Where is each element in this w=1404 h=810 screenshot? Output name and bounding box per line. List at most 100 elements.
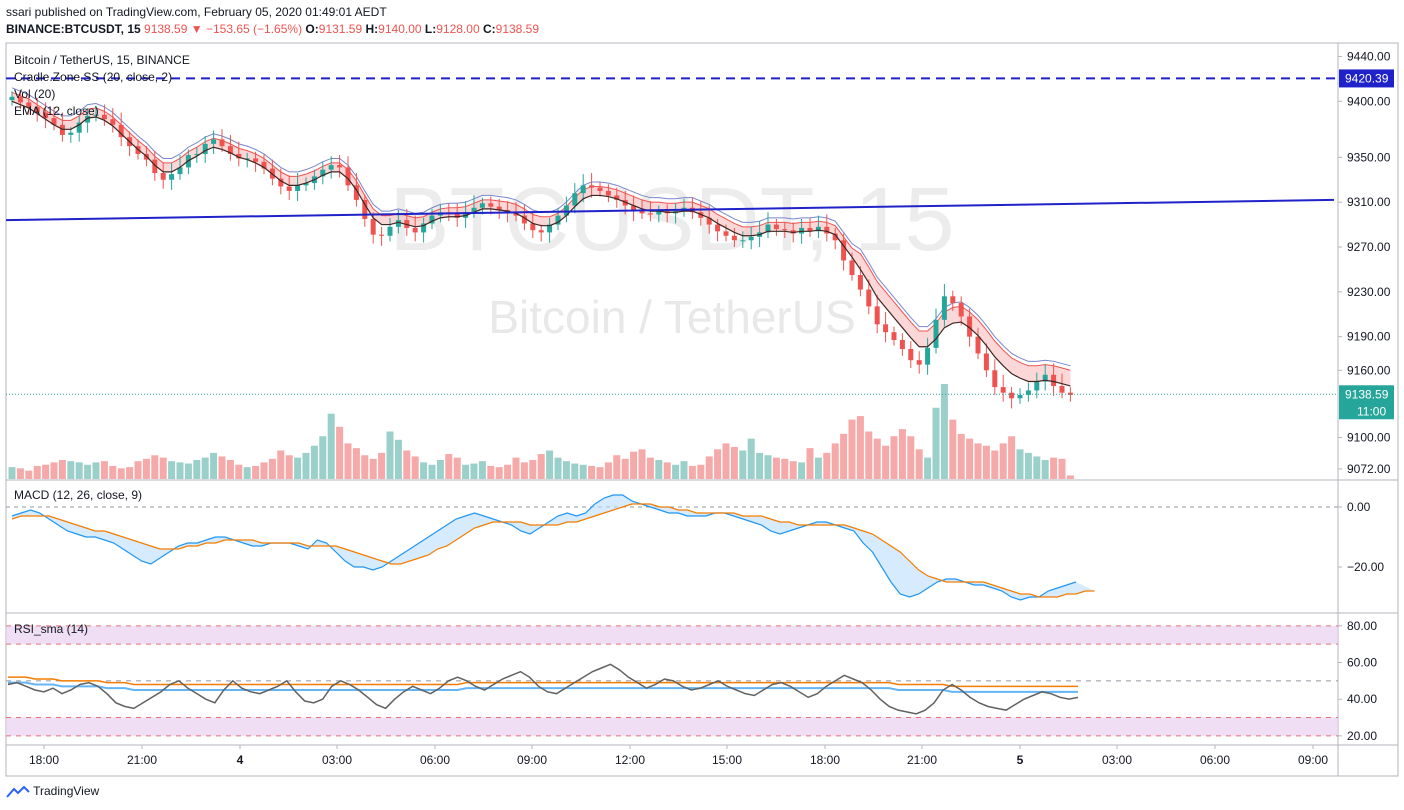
candle-body <box>85 115 91 123</box>
volume-bar <box>848 419 856 479</box>
candle-body <box>1000 387 1006 393</box>
macd-fill <box>12 495 1095 600</box>
legend-rsi[interactable]: RSI_sma (14) <box>14 622 89 636</box>
volume-bar <box>772 457 780 479</box>
chart-frame <box>5 42 1399 777</box>
volume-bar <box>512 457 520 479</box>
candle-body <box>807 227 813 232</box>
volume-bar <box>201 457 209 479</box>
ema-line <box>11 100 1071 387</box>
volume-bar <box>252 465 260 479</box>
bar-countdown-label: 11:00 <box>1357 404 1386 418</box>
volume-bar <box>84 464 92 479</box>
candle-body <box>983 353 989 371</box>
candle-body <box>488 203 494 207</box>
candle-body <box>572 193 578 206</box>
candle-body <box>916 360 922 365</box>
candle-body <box>782 229 788 231</box>
legend-volume[interactable]: Vol (20) <box>14 87 56 101</box>
volume-bar <box>117 468 125 479</box>
candle-body <box>387 226 393 236</box>
time-tick-label: 15:00 <box>712 753 742 767</box>
open-value: 9131.59 <box>318 22 363 36</box>
volume-bar <box>487 465 495 479</box>
volume-bar <box>840 433 848 479</box>
rsi-line <box>7 663 1079 715</box>
candle-body <box>68 132 74 135</box>
rsi-tick-label: 80.00 <box>1347 619 1377 633</box>
candle-body <box>211 139 217 144</box>
horizontal-level-badge <box>1339 69 1394 88</box>
candle-body <box>471 207 477 213</box>
volume-bar <box>294 457 302 479</box>
volume-bar <box>470 463 478 479</box>
candle-body <box>706 217 712 225</box>
rsi-overbought-band <box>6 625 1338 645</box>
last-price-badge <box>1339 385 1394 420</box>
volume-bar <box>722 443 730 479</box>
legend-cradle[interactable]: Cradle.Zone.SS (20, close, 2) <box>14 70 173 84</box>
volume-bar <box>546 450 554 479</box>
price-tick-label: 9400.00 <box>1347 94 1391 108</box>
volume-bar <box>142 458 150 479</box>
candle-body <box>773 224 779 230</box>
volume-bar <box>8 467 16 479</box>
candle-body <box>152 159 158 174</box>
candle-body <box>614 195 620 200</box>
volume-bar <box>1024 452 1032 479</box>
candle-body <box>51 118 57 125</box>
volume-bar <box>67 461 75 479</box>
candle-body <box>715 224 721 232</box>
candle-body <box>740 240 746 242</box>
candle-body <box>17 96 23 103</box>
candle-body <box>328 165 334 170</box>
candle-body <box>479 203 485 208</box>
candle-body <box>849 260 855 276</box>
volume-bar <box>562 461 570 479</box>
volume-bar <box>890 436 898 479</box>
volume-bar <box>42 464 50 479</box>
volume-bar <box>630 451 638 479</box>
publish-line: ssari published on TradingView.com, Febr… <box>6 5 387 19</box>
volume-bar <box>865 431 873 479</box>
candle-body <box>1025 390 1031 395</box>
volume-bar <box>176 462 184 479</box>
candle-body <box>261 161 267 169</box>
volume-bar <box>1066 475 1074 479</box>
horizontal-level-label: 9420.39 <box>1345 71 1389 85</box>
candle-body <box>731 235 737 241</box>
time-tick-label: 12:00 <box>615 753 645 767</box>
volume-bar <box>344 443 352 479</box>
volume-bar <box>495 467 503 479</box>
candle-body <box>857 275 863 290</box>
candle-body <box>841 240 847 261</box>
volume-bar <box>109 465 117 479</box>
rsi-tick-label: 40.00 <box>1347 692 1377 706</box>
candle-body <box>1042 374 1048 382</box>
time-tick-label: 09:00 <box>517 753 547 767</box>
volume-bar <box>411 456 419 479</box>
candle-body <box>370 218 376 235</box>
rsi-ma-slow-line <box>8 676 1078 688</box>
candle-body <box>421 223 427 233</box>
legend-symbol[interactable]: Bitcoin / TetherUS, 15, BINANCE <box>14 53 190 67</box>
volume-bar <box>16 468 24 479</box>
volume-bar <box>529 460 537 479</box>
volume-bar <box>613 455 621 479</box>
volume-bar <box>739 450 747 479</box>
volume-bar <box>386 431 394 479</box>
watermark-name: Bitcoin / TetherUS <box>488 291 855 343</box>
candle-body <box>631 205 637 212</box>
legend-ema[interactable]: EMA (12, close) <box>14 104 99 118</box>
candle-body <box>118 124 124 138</box>
candle-body <box>589 185 595 188</box>
candle-body <box>605 190 611 196</box>
volume-bar <box>949 419 957 479</box>
candle-body <box>160 173 166 180</box>
legend-macd[interactable]: MACD (12, 26, close, 9) <box>14 488 143 502</box>
candle-body <box>639 211 645 214</box>
volume-bar <box>378 452 386 479</box>
candle-body <box>395 220 401 227</box>
volume-bar <box>655 460 663 479</box>
